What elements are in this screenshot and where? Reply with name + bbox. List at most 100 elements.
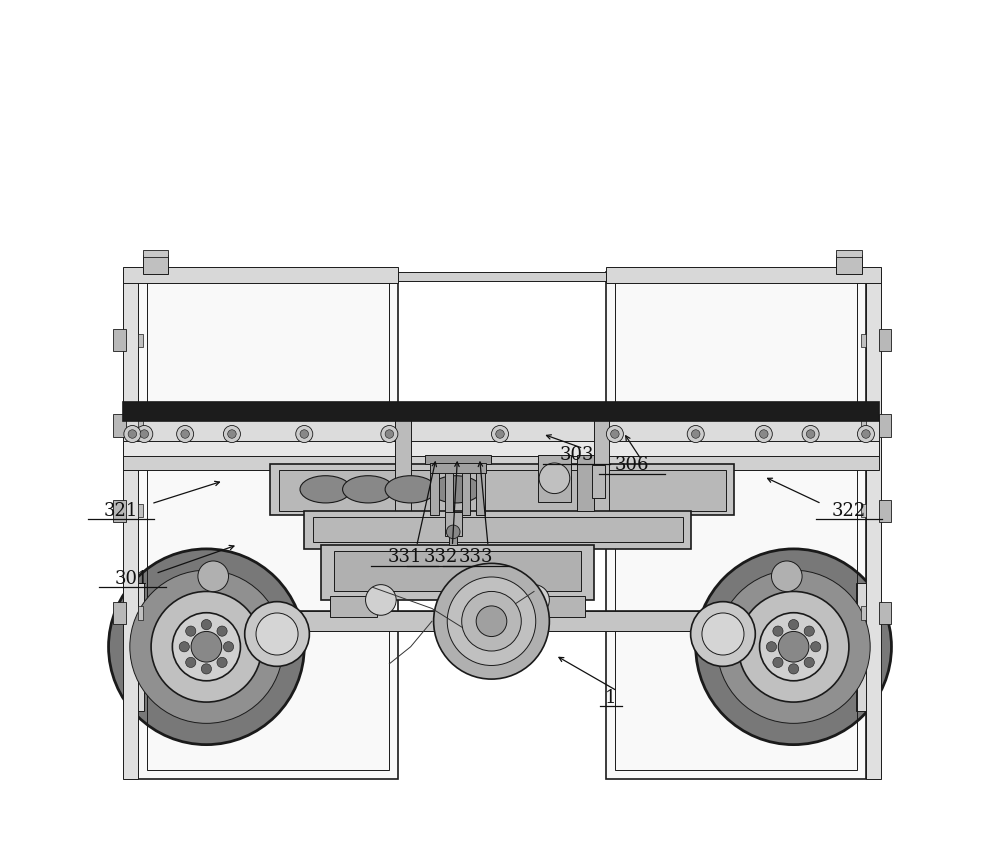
Bar	[861, 419, 866, 432]
Circle shape	[702, 613, 744, 655]
Circle shape	[806, 430, 815, 438]
Circle shape	[217, 657, 227, 667]
Circle shape	[151, 591, 262, 702]
Bar	[143, 255, 168, 274]
Bar	[270, 464, 734, 515]
Text: 331: 331	[387, 548, 422, 567]
Circle shape	[862, 430, 870, 438]
Bar	[606, 267, 881, 283]
Circle shape	[300, 430, 309, 438]
Bar	[113, 602, 126, 624]
Circle shape	[788, 620, 799, 630]
Circle shape	[385, 430, 394, 438]
Bar	[266, 611, 734, 631]
Ellipse shape	[385, 476, 436, 503]
Bar	[538, 596, 585, 617]
Circle shape	[296, 426, 313, 443]
Circle shape	[476, 606, 507, 637]
Bar	[425, 455, 491, 464]
Ellipse shape	[343, 476, 394, 503]
Circle shape	[778, 631, 809, 662]
Bar	[123, 583, 144, 711]
Circle shape	[191, 631, 222, 662]
Bar	[123, 420, 879, 443]
Circle shape	[128, 430, 137, 438]
Bar	[462, 457, 470, 515]
Bar	[445, 457, 453, 515]
Circle shape	[462, 591, 521, 651]
Bar	[879, 329, 891, 351]
Bar	[615, 281, 857, 770]
Circle shape	[773, 626, 783, 637]
Bar	[879, 602, 891, 624]
Bar	[577, 455, 594, 511]
Text: 322: 322	[832, 501, 866, 520]
Circle shape	[447, 577, 536, 665]
Bar	[398, 272, 606, 281]
Circle shape	[434, 563, 549, 679]
Circle shape	[691, 602, 755, 666]
Circle shape	[771, 561, 802, 591]
Circle shape	[804, 657, 814, 667]
Bar	[861, 606, 866, 620]
Bar	[330, 596, 377, 617]
Circle shape	[606, 426, 623, 443]
Bar	[476, 457, 485, 515]
Bar	[138, 334, 143, 347]
Bar	[594, 417, 609, 515]
Circle shape	[109, 549, 304, 745]
Bar	[113, 500, 126, 522]
Circle shape	[755, 426, 772, 443]
Bar	[143, 250, 168, 257]
Circle shape	[788, 664, 799, 674]
Circle shape	[136, 426, 153, 443]
Bar	[334, 551, 581, 591]
Bar	[138, 272, 398, 779]
Circle shape	[857, 426, 874, 443]
Circle shape	[691, 430, 700, 438]
Text: 303: 303	[559, 446, 594, 465]
Ellipse shape	[430, 476, 481, 503]
Bar	[277, 611, 438, 631]
Bar	[866, 272, 881, 779]
Circle shape	[201, 664, 212, 674]
Bar	[123, 402, 879, 421]
Circle shape	[130, 570, 283, 723]
Circle shape	[181, 430, 189, 438]
Circle shape	[217, 626, 227, 637]
Bar	[113, 414, 126, 437]
Bar	[592, 465, 605, 498]
Circle shape	[696, 549, 891, 745]
Bar	[836, 255, 862, 274]
Bar	[313, 517, 683, 542]
Circle shape	[124, 426, 141, 443]
Circle shape	[496, 430, 504, 438]
Bar	[113, 329, 126, 351]
Bar	[836, 250, 862, 257]
Bar	[606, 272, 866, 779]
Circle shape	[802, 426, 819, 443]
Bar	[430, 463, 486, 473]
Bar	[138, 419, 143, 432]
Text: 333: 333	[459, 548, 493, 567]
Bar	[123, 267, 398, 283]
Circle shape	[140, 430, 149, 438]
Circle shape	[366, 585, 396, 615]
Circle shape	[228, 430, 236, 438]
Circle shape	[177, 426, 194, 443]
Bar	[147, 281, 389, 770]
Circle shape	[172, 613, 240, 681]
Circle shape	[760, 430, 768, 438]
Bar	[545, 611, 723, 631]
Circle shape	[539, 463, 570, 494]
Circle shape	[811, 642, 821, 652]
Bar	[879, 500, 891, 522]
Circle shape	[245, 602, 309, 666]
Bar	[138, 606, 143, 620]
Text: 1: 1	[605, 688, 616, 707]
Bar	[445, 512, 462, 536]
Circle shape	[201, 620, 212, 630]
Text: 321: 321	[104, 501, 138, 520]
Bar	[138, 504, 143, 517]
Circle shape	[186, 657, 196, 667]
